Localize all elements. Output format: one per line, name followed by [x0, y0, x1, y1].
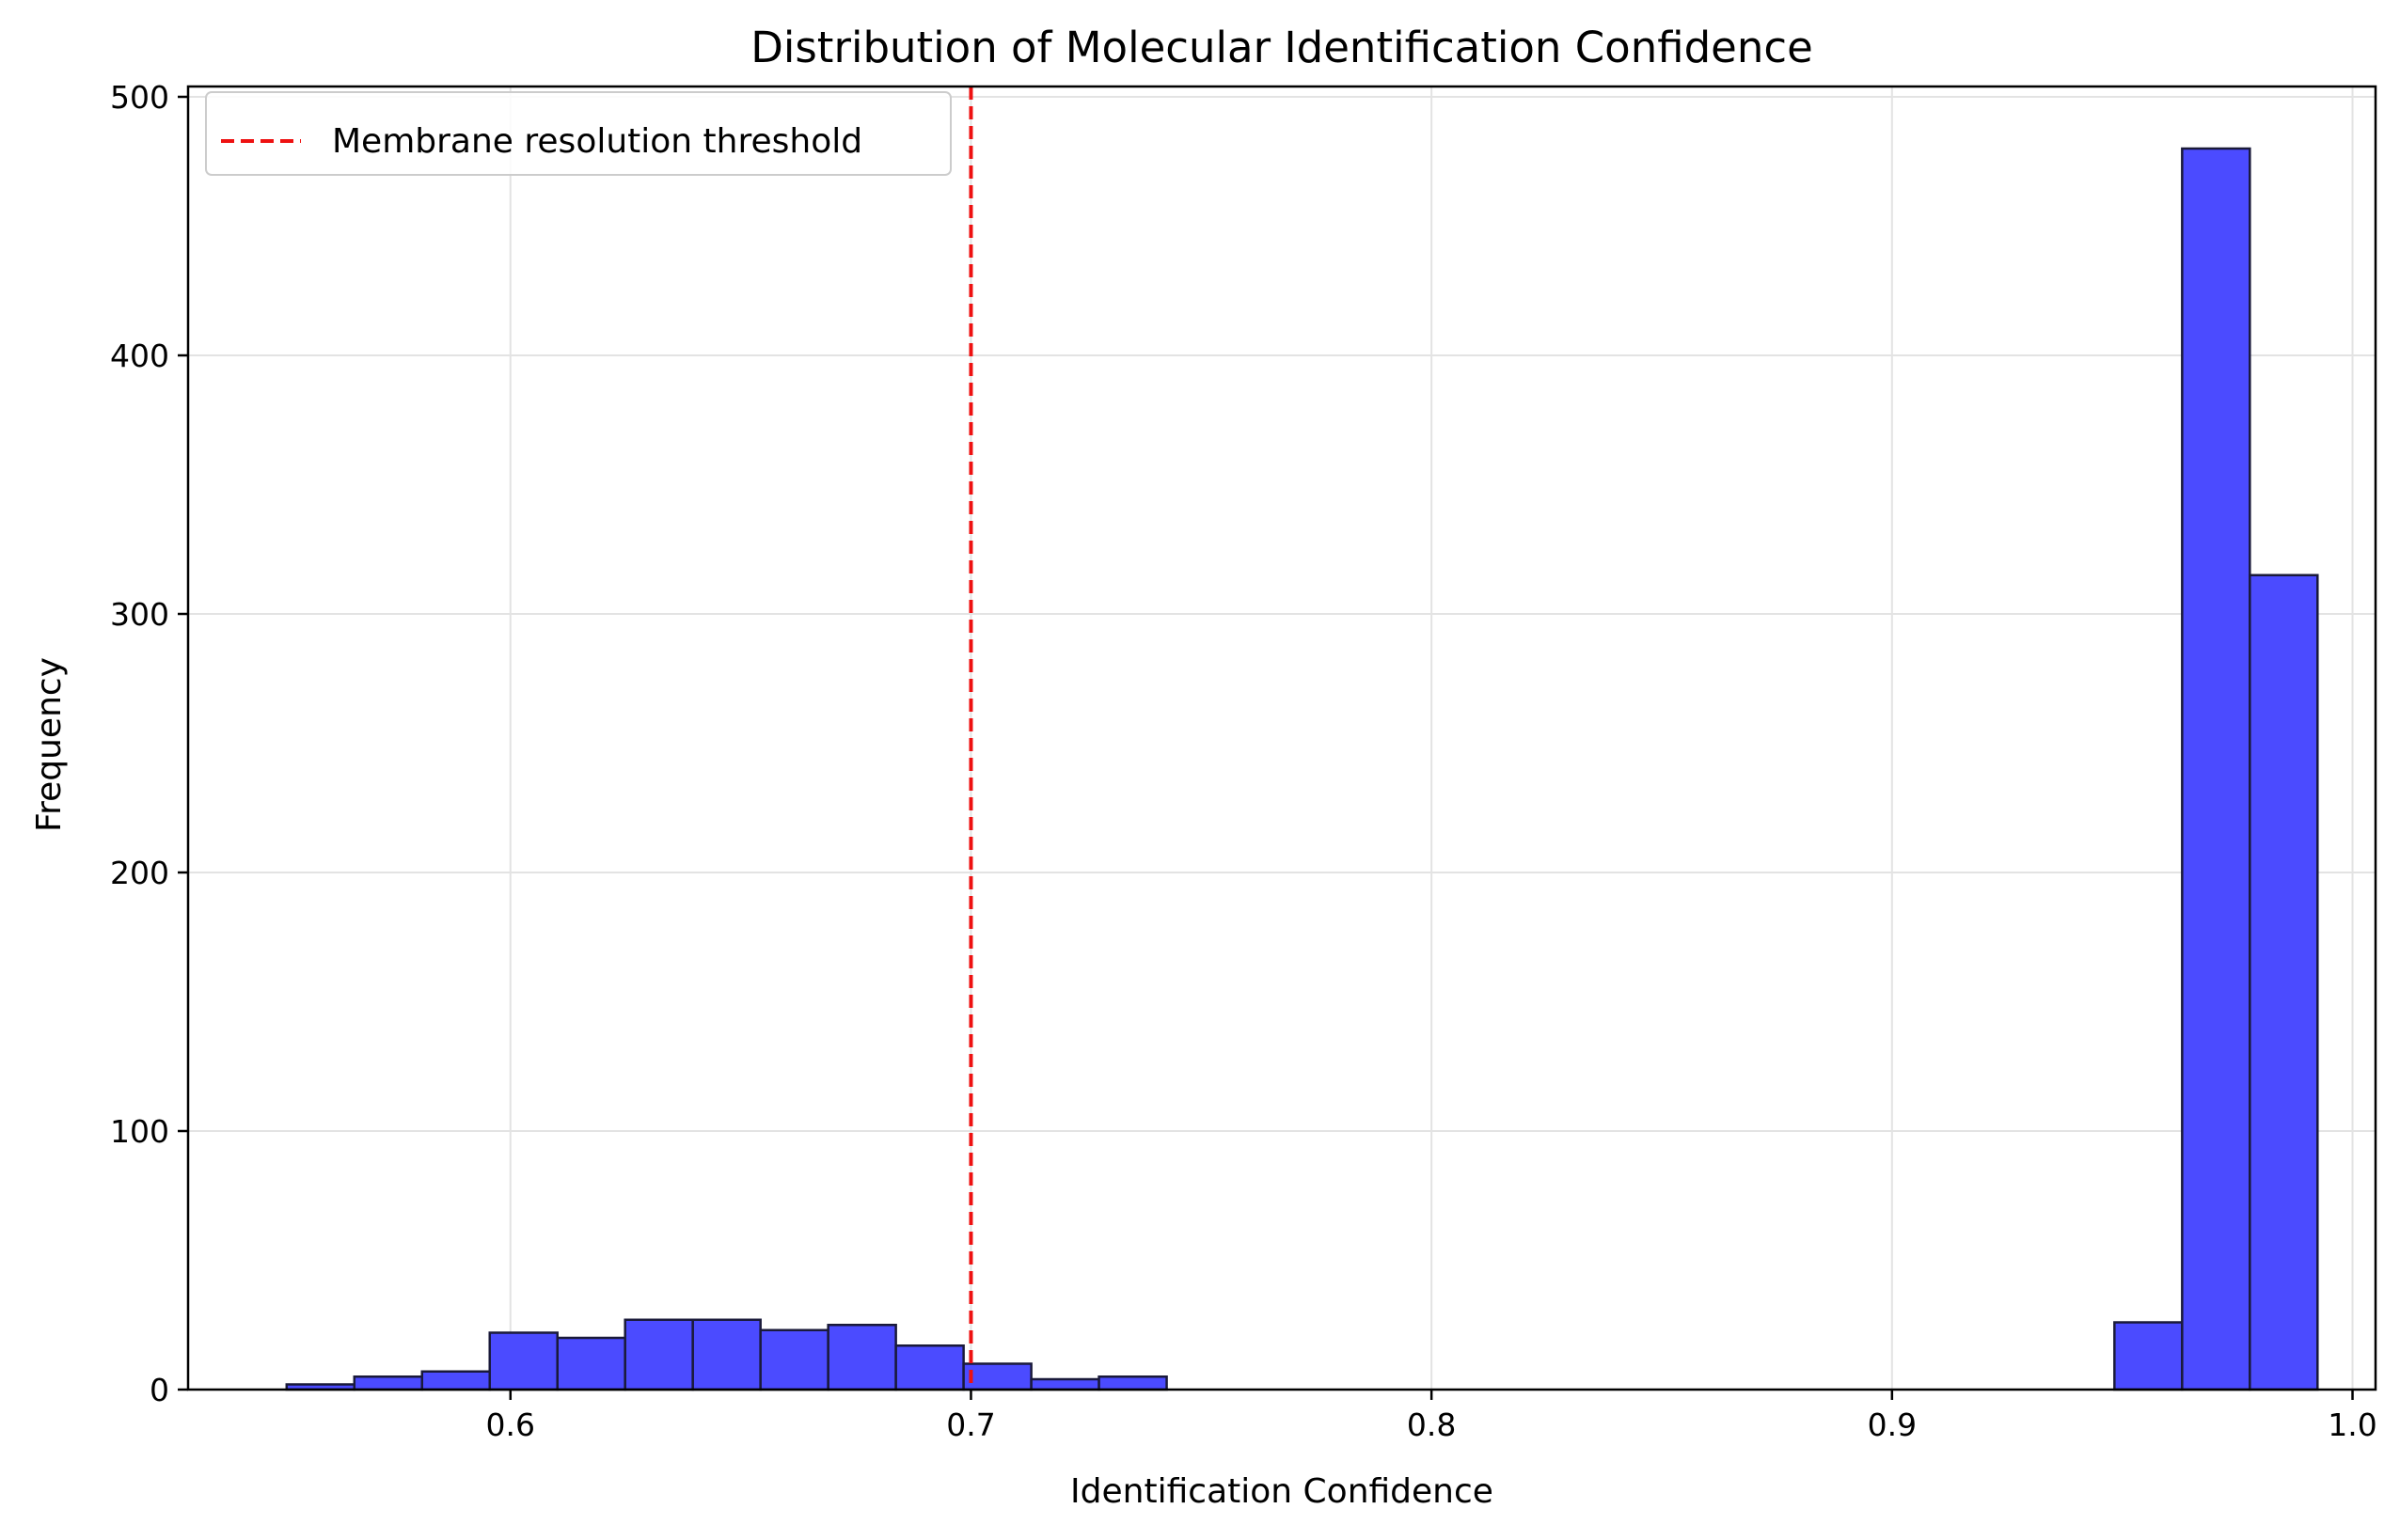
x-tick-label: 1.0	[2328, 1406, 2376, 1443]
y-tick-label: 400	[110, 338, 169, 374]
legend-box	[205, 91, 952, 176]
histogram-bar	[1097, 1375, 1168, 1391]
y-axis-title: Frequency	[30, 657, 69, 832]
y-tick-label: 200	[110, 855, 169, 891]
histogram-bar	[2113, 1321, 2184, 1391]
histogram-bar	[624, 1318, 694, 1391]
histogram-bar	[556, 1336, 626, 1391]
legend: Membrane resolution threshold	[205, 91, 952, 176]
histogram-bar	[827, 1324, 897, 1391]
x-tick-label: 0.8	[1407, 1406, 1456, 1443]
histogram-bar	[962, 1362, 1033, 1391]
x-tick-label: 0.7	[946, 1406, 995, 1443]
x-axis-ticks: 0.6 0.7 0.8 0.9 1.0	[486, 1390, 2377, 1443]
y-tick-label: 100	[110, 1113, 169, 1150]
legend-threshold-label: Membrane resolution threshold	[332, 122, 862, 161]
x-axis-title: Identification Confidence	[1070, 1472, 1493, 1511]
histogram-bar	[894, 1344, 965, 1391]
histogram-bar	[759, 1328, 829, 1391]
x-tick-label: 0.6	[486, 1406, 535, 1443]
y-tick-label: 500	[110, 79, 169, 116]
x-tick-label: 0.9	[1868, 1406, 1917, 1443]
chart-title: Distribution of Molecular Identification…	[750, 23, 1813, 72]
histogram-bar	[691, 1318, 762, 1391]
histogram-bar	[488, 1331, 559, 1391]
y-tick-label: 300	[110, 596, 169, 633]
histogram-bar	[2181, 147, 2251, 1391]
plot-frame	[186, 85, 2377, 1391]
histogram-bar	[2249, 574, 2319, 1391]
histogram-bar	[420, 1370, 491, 1391]
y-tick-label: 0	[150, 1372, 169, 1408]
histogram-bar	[353, 1375, 424, 1391]
y-axis-ticks: 0 100 200 300 400 500	[110, 79, 188, 1408]
histogram-bar	[1030, 1377, 1100, 1391]
